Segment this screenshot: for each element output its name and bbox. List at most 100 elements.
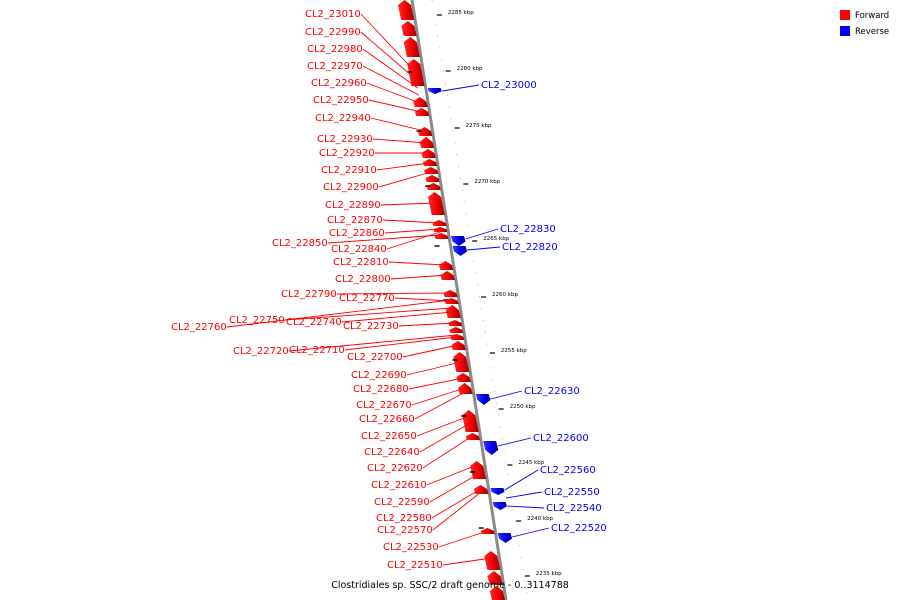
forward-gene-label: CL2_22660 <box>359 414 415 425</box>
forward-gene-arrow <box>443 290 458 297</box>
forward-gene-arrow <box>417 127 433 136</box>
forward-gene-label: CL2_22870 <box>327 215 383 226</box>
forward-leader-line <box>386 231 441 250</box>
forward-gene-label: CL2_22970 <box>307 61 363 72</box>
forward-gene-label: CL2_22810 <box>333 257 389 268</box>
forward-gene-arrow <box>444 298 459 304</box>
reverse-leader-line <box>512 527 550 538</box>
tick-label: 2245 kbp <box>518 460 544 466</box>
forward-gene-label: CL2_22940 <box>315 113 371 124</box>
forward-gene-arrow <box>489 586 505 600</box>
forward-leader-line <box>402 344 459 358</box>
forward-leader-line <box>432 491 482 531</box>
reverse-gene-arrow <box>497 533 513 543</box>
forward-gene-arrow <box>414 108 430 116</box>
tick-label: 2275 kbp <box>466 123 492 129</box>
forward-leader-line <box>411 387 465 406</box>
forward-gene-label: CL2_22700 <box>347 352 403 363</box>
forward-leader-line <box>431 488 481 519</box>
forward-leader-line <box>382 219 439 224</box>
legend-reverse-swatch <box>840 26 850 36</box>
forward-gene-arrow <box>462 410 479 432</box>
forward-leader-line <box>384 228 440 234</box>
forward-gene-label: CL2_22790 <box>281 289 337 300</box>
forward-gene-arrow <box>440 271 455 280</box>
forward-gene-label: CL2_22710 <box>289 345 345 356</box>
reverse-gene-arrow <box>450 236 466 246</box>
forward-gene-label: CL2_22850 <box>272 238 328 249</box>
forward-gene-arrow <box>403 37 420 57</box>
forward-leader-line <box>380 202 436 206</box>
tick-label: 2280 kbp <box>457 66 483 72</box>
reverse-gene-label: CL2_22630 <box>524 386 580 397</box>
forward-gene-label: CL2_23010 <box>305 9 361 20</box>
forward-gene-arrow <box>484 551 501 570</box>
forward-leader-line <box>378 171 432 188</box>
forward-leader-line <box>408 377 464 390</box>
reverse-gene-arrow <box>492 502 507 510</box>
forward-leader-line <box>344 336 457 351</box>
forward-gene-arrow <box>470 461 487 479</box>
legend-forward-label: Forward <box>855 11 889 21</box>
forward-gene-arrow <box>421 149 436 158</box>
gene-group <box>398 0 513 600</box>
forward-gene-label: CL2_22840 <box>331 244 387 255</box>
reverse-gene-label: CL2_22540 <box>546 503 602 514</box>
reverse-gene-label: CL2_22520 <box>551 523 607 534</box>
forward-gene-label: CL2_22740 <box>286 317 342 328</box>
reverse-gene-label: CL2_22560 <box>540 465 596 476</box>
forward-gene-label: CL2_22990 <box>305 27 361 38</box>
forward-gene-label: CL2_22890 <box>325 200 381 211</box>
tick-group: 2285 kbp 2280 kbp 2275 kbp 2270 kbp 2265 kbp… <box>436 10 562 577</box>
forward-leader-line <box>327 234 441 244</box>
forward-gene-arrow <box>426 183 441 190</box>
forward-gene-label: CL2_22530 <box>383 542 439 553</box>
forward-gene-label: CL2_22930 <box>317 134 373 145</box>
forward-leader-line <box>362 48 419 89</box>
forward-leader-line <box>368 99 422 113</box>
forward-leader-line <box>284 307 453 321</box>
gene-label-group: CL2_23010 CL2_22990 CL2_22980 CL2_22970 CL2_… <box>171 9 607 571</box>
forward-leader-line <box>362 65 420 96</box>
forward-leader-line <box>388 261 446 266</box>
forward-leader-line <box>366 82 421 104</box>
forward-gene-label: CL2_22720 <box>233 346 289 357</box>
forward-gene-label: CL2_22650 <box>361 431 417 442</box>
forward-gene-label: CL2_22750 <box>229 315 285 326</box>
reverse-gene-label: CL2_23000 <box>481 80 537 91</box>
tick-label: 2235 kbp <box>536 571 562 577</box>
reverse-leader-line <box>467 246 501 251</box>
forward-gene-arrow <box>433 227 448 232</box>
forward-gene-arrow <box>413 97 428 107</box>
forward-leader-line <box>341 311 453 323</box>
forward-gene-label: CL2_22680 <box>353 384 409 395</box>
forward-gene-label: CL2_22730 <box>343 321 399 332</box>
genome-caption: Clostridiales sp. SSC/2 draft genome - 0… <box>331 580 569 591</box>
forward-gene-arrow <box>480 528 495 534</box>
forward-gene-arrow <box>458 383 473 394</box>
forward-gene-arrow <box>398 0 415 20</box>
forward-gene-label: CL2_22690 <box>351 370 407 381</box>
forward-leader-line <box>226 299 452 328</box>
reverse-leader-line <box>465 228 499 240</box>
tick-label: 2270 kbp <box>474 179 500 185</box>
reverse-leader-line <box>504 469 539 491</box>
forward-gene-label: CL2_22860 <box>329 228 385 239</box>
forward-gene-label: CL2_22980 <box>307 44 363 55</box>
tick-label: 2255 kbp <box>501 348 527 354</box>
reverse-leader-line <box>497 437 532 447</box>
forward-leader-line <box>438 530 488 548</box>
forward-leader-line <box>372 138 427 144</box>
reverse-gene-label: CL2_22550 <box>544 487 600 498</box>
forward-gene-label: CL2_22960 <box>311 78 367 89</box>
genome-backbone <box>410 0 508 600</box>
forward-gene-label: CL2_22800 <box>335 274 391 285</box>
forward-gene-arrow <box>419 137 435 148</box>
forward-leader-line <box>394 297 452 302</box>
legend: Forward Reverse <box>840 10 889 37</box>
forward-gene-arrow <box>450 334 465 340</box>
forward-leader-line <box>360 31 417 81</box>
forward-leader-line <box>442 557 492 566</box>
forward-leader-line <box>390 274 448 280</box>
